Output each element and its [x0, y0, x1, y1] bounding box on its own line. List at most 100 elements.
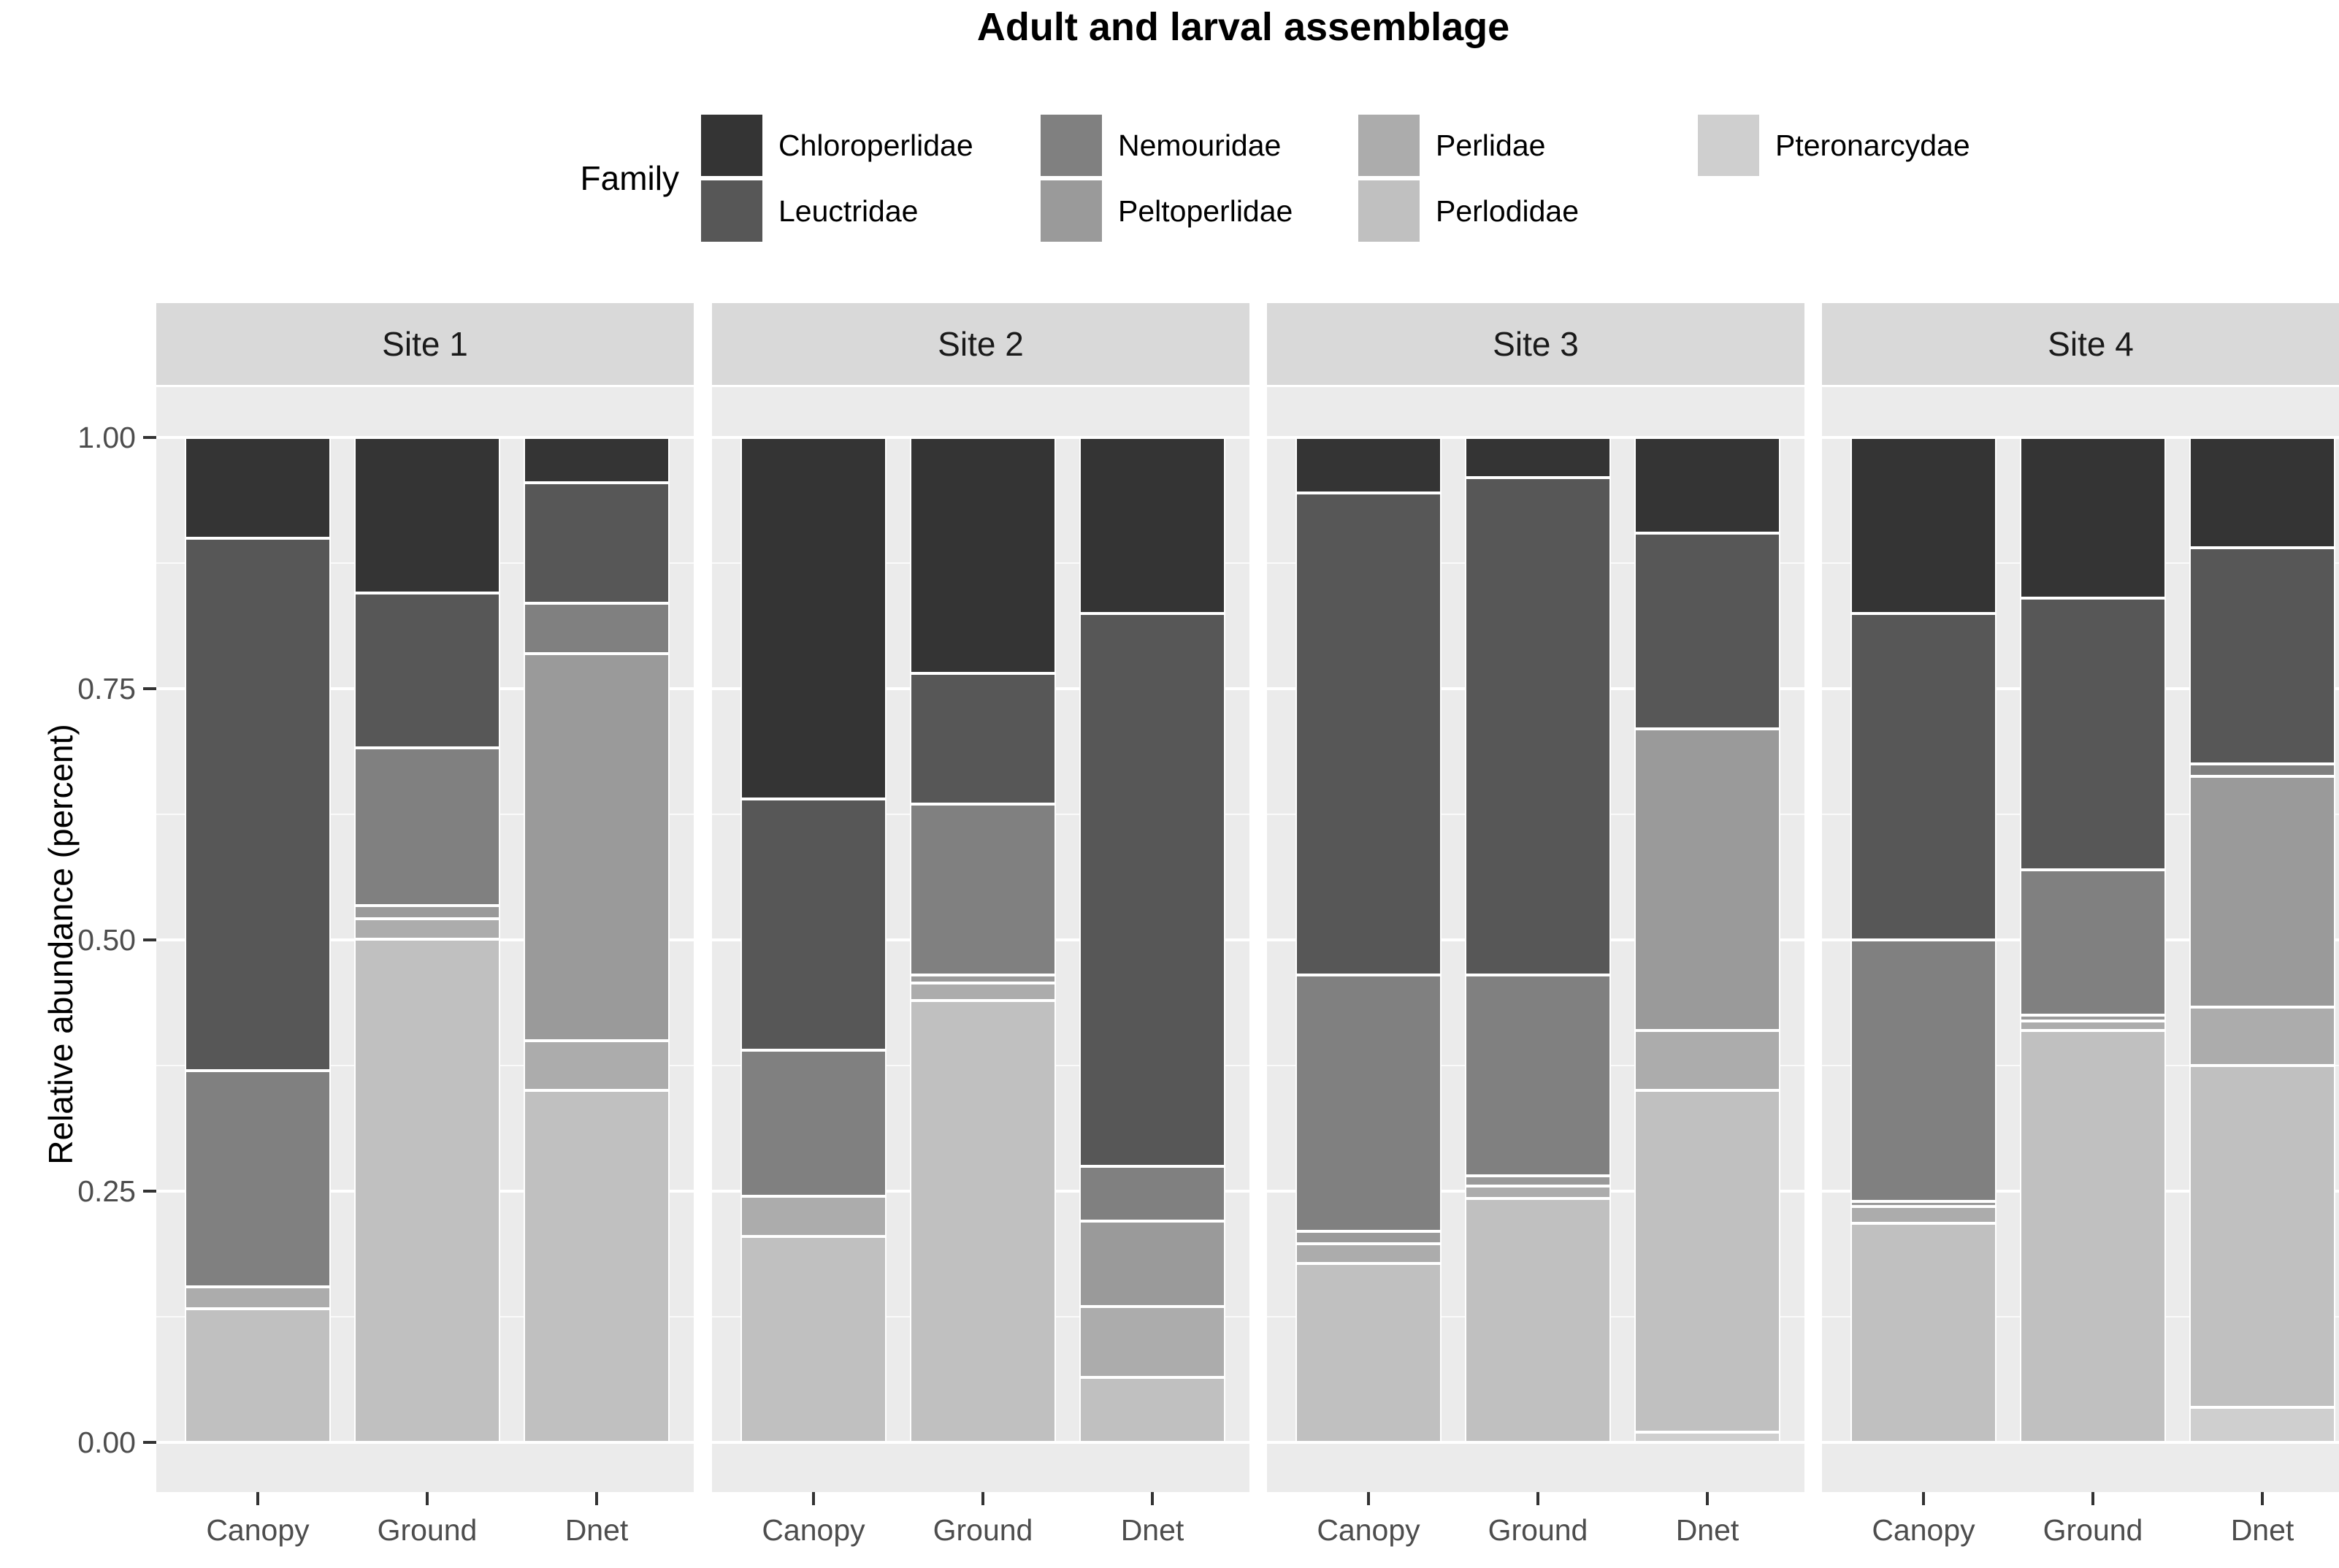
bar-segment-leuctridae [2189, 548, 2335, 765]
x-tick-mark [1706, 1492, 1709, 1505]
x-tick-label: Canopy [206, 1513, 310, 1547]
bar-segment-chloroperlidae [740, 437, 887, 800]
stacked-bar [185, 437, 331, 1442]
x-tick-mark [1151, 1492, 1154, 1505]
bar-segment-peltoperlidae [910, 975, 1056, 984]
bar-segment-chloroperlidae [1079, 437, 1225, 613]
bar-segment-leuctridae [740, 799, 887, 1051]
bar-segment-nemouridae [1850, 939, 1997, 1201]
bar-segment-peltoperlidae [1295, 1231, 1442, 1244]
legend-column: Nemouridae Peltoperlidae [1041, 115, 1377, 246]
stacked-bar [1634, 437, 1780, 1442]
bar-segment-nemouridae [1079, 1166, 1225, 1222]
bar-segment-perlodidae [740, 1236, 887, 1442]
legend-item-label: Perlodidae [1436, 194, 1580, 228]
facet-strip: Site 1 [156, 303, 694, 385]
bar-segment-chloroperlidae [1634, 437, 1780, 533]
bar-segment-perlidae [1079, 1307, 1225, 1377]
facet-panel [1267, 387, 1804, 1492]
x-tick-label: Ground [1488, 1513, 1588, 1547]
x-tick-mark [1536, 1492, 1539, 1505]
major-gridline [1267, 1441, 1804, 1444]
bar-segment-perlidae [354, 919, 500, 939]
legend-item: Peltoperlidae [1041, 180, 1293, 242]
bar-segment-perlidae [1295, 1243, 1442, 1264]
bar-segment-peltoperlidae [1079, 1221, 1225, 1307]
facet-strip-label: Site 3 [1493, 325, 1579, 363]
bar-segment-leuctridae [185, 538, 331, 1071]
bar-segment-chloroperlidae [1295, 437, 1442, 493]
bar-segment-perlidae [910, 983, 1056, 1001]
x-tick-label: Ground [377, 1513, 478, 1547]
x-tick-label: Canopy [762, 1513, 865, 1547]
x-tick-mark [1367, 1492, 1370, 1505]
bar-segment-leuctridae [1850, 613, 1997, 940]
facet-panel [156, 387, 694, 1492]
y-tick-label: 0.25 [77, 1174, 136, 1208]
major-gridline [712, 1441, 1249, 1444]
bar-segment-leuctridae [1465, 478, 1611, 976]
bar-segment-perlidae [185, 1286, 331, 1309]
bar-segment-chloroperlidae [1850, 437, 1997, 613]
legend-item: Leuctridae [701, 180, 918, 242]
x-tick-mark [595, 1492, 598, 1505]
x-tick-mark [426, 1492, 429, 1505]
y-axis-title: Relative abundance (percent) [42, 724, 80, 1165]
y-tick-mark [143, 1190, 156, 1193]
bar-segment-perlodidae [1295, 1263, 1442, 1442]
legend-column: Perlidae Perlodidae [1358, 115, 1694, 246]
facet-strip: Site 2 [712, 303, 1249, 385]
legend-item: Nemouridae [1041, 115, 1281, 176]
legend-swatch [1698, 115, 1759, 176]
bar-segment-perlodidae [2189, 1065, 2335, 1407]
bar-segment-chloroperlidae [2189, 437, 2335, 548]
legend-swatch [1358, 115, 1420, 176]
legend-swatch [1358, 180, 1420, 242]
bar-segment-perlidae [740, 1196, 887, 1236]
bar-segment-perlidae [2020, 1021, 2166, 1030]
stacked-bar [1465, 437, 1611, 1442]
x-tick-mark [2261, 1492, 2264, 1505]
bar-segment-leuctridae [1295, 492, 1442, 976]
bar-segment-chloroperlidae [185, 437, 331, 538]
bar-segment-perlodidae [354, 938, 500, 1442]
legend-swatch [701, 115, 762, 176]
facet-panel [1822, 387, 2339, 1492]
bar-segment-leuctridae [354, 593, 500, 749]
facet-strip-label: Site 4 [2048, 325, 2134, 363]
bar-segment-peltoperlidae [2020, 1015, 2166, 1022]
stacked-bar [2020, 437, 2166, 1442]
bar-segment-perlidae [1850, 1206, 1997, 1223]
bar-segment-perlodidae [1079, 1377, 1225, 1442]
legend-swatch [1041, 115, 1102, 176]
y-tick-mark [143, 687, 156, 690]
legend-column: Chloroperlidae Leuctridae [701, 115, 1037, 246]
stacked-bar [354, 437, 500, 1442]
x-tick-mark [2091, 1492, 2094, 1505]
bar-segment-nemouridae [1295, 975, 1442, 1232]
x-tick-label: Dnet [2230, 1513, 2294, 1547]
legend-item: Perlodidae [1358, 180, 1579, 242]
bar-segment-perlodidae [1850, 1223, 1997, 1442]
x-tick-mark [812, 1492, 815, 1505]
bar-segment-leuctridae [1634, 532, 1780, 730]
legend-item: Perlidae [1358, 115, 1545, 176]
bar-segment-perlidae [1465, 1186, 1611, 1198]
bar-segment-chloroperlidae [2020, 437, 2166, 599]
bar-segment-chloroperlidae [354, 437, 500, 594]
legend-title: Family [580, 158, 679, 197]
x-tick-label: Dnet [1675, 1513, 1739, 1547]
bar-segment-perlidae [1634, 1030, 1780, 1091]
legend-item-label: Chloroperlidae [778, 128, 973, 162]
bar-segment-chloroperlidae [1465, 437, 1611, 478]
major-gridline [1822, 1441, 2339, 1444]
major-gridline [156, 1441, 694, 1444]
bar-segment-perlodidae [185, 1308, 331, 1442]
y-tick-label: 0.50 [77, 923, 136, 957]
bar-segment-leuctridae [1079, 613, 1225, 1166]
bar-segment-perlodidae [2020, 1030, 2166, 1442]
bar-segment-perlodidae [524, 1090, 670, 1442]
x-tick-label: Ground [933, 1513, 1033, 1547]
bar-segment-peltoperlidae [1850, 1201, 1997, 1206]
x-tick-mark [1922, 1492, 1925, 1505]
